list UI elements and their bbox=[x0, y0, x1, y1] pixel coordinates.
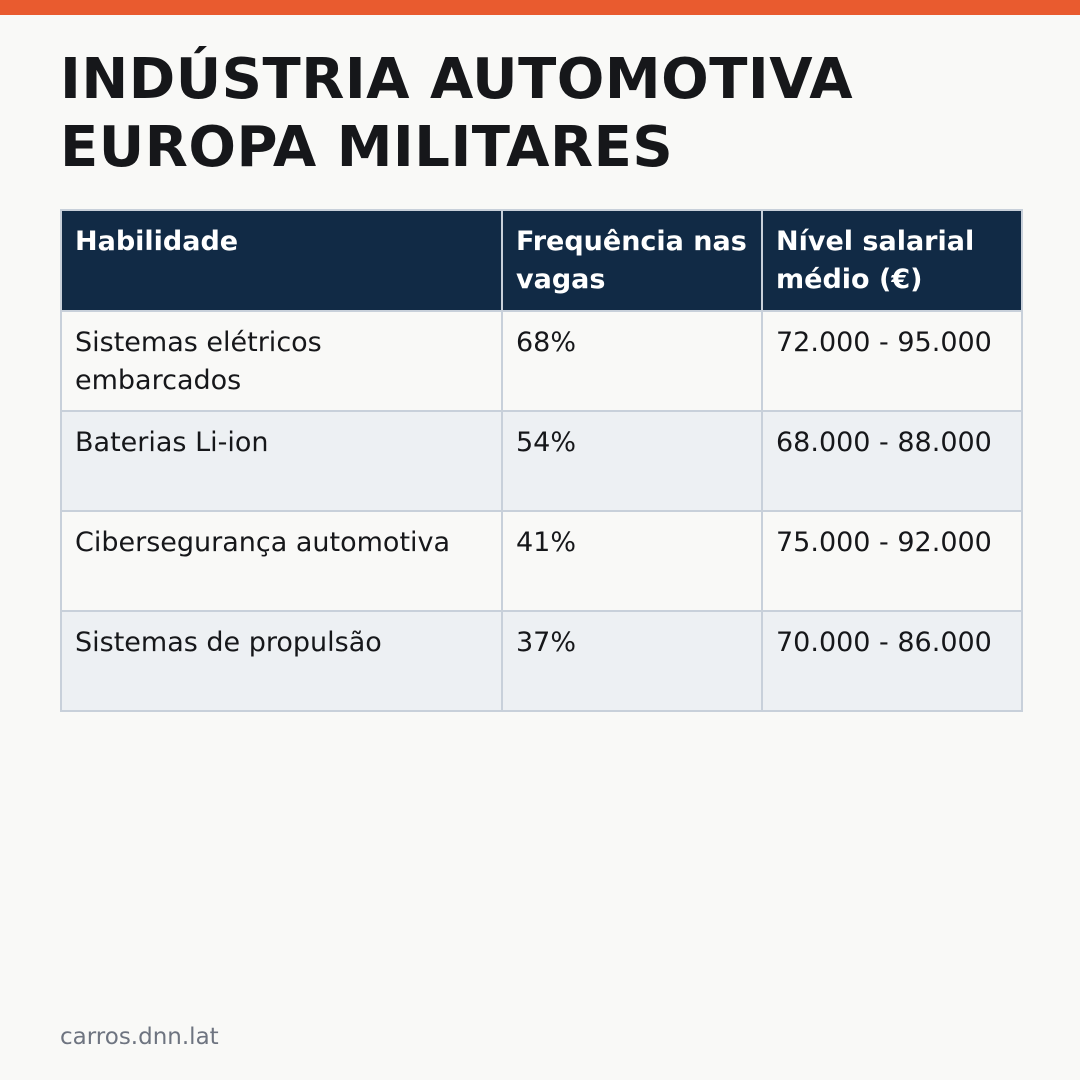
page-title-line-1: INDÚSTRIA AUTOMOTIVA bbox=[60, 47, 854, 112]
salary-cell: 75.000 - 92.000 bbox=[761, 510, 1023, 612]
skill-cell: Cibersegurança automotiva bbox=[60, 510, 503, 612]
column-header-frequency: Frequência nas vagas bbox=[501, 209, 763, 312]
skills-table: Habilidade Frequência nas vagas Nível sa… bbox=[60, 209, 1023, 712]
frequency-cell: 37% bbox=[501, 610, 763, 712]
column-header-salary: Nível salarial médio (€) bbox=[761, 209, 1023, 312]
skill-cell: Baterias Li-ion bbox=[60, 410, 503, 512]
salary-cell: 68.000 - 88.000 bbox=[761, 410, 1023, 512]
page-title: INDÚSTRIA AUTOMOTIVA EUROPA MILITARES bbox=[60, 46, 1020, 182]
table-header-row: Habilidade Frequência nas vagas Nível sa… bbox=[60, 209, 1023, 312]
skill-cell: Sistemas de propulsão bbox=[60, 610, 503, 712]
frequency-cell: 54% bbox=[501, 410, 763, 512]
frequency-cell: 68% bbox=[501, 310, 763, 412]
salary-cell: 72.000 - 95.000 bbox=[761, 310, 1023, 412]
table-row: Sistemas de propulsão 37% 70.000 - 86.00… bbox=[60, 610, 1023, 712]
page-title-line-2: EUROPA MILITARES bbox=[60, 115, 674, 180]
table-body: Sistemas elétricos embarcados 68% 72.000… bbox=[60, 310, 1023, 712]
table-header: Habilidade Frequência nas vagas Nível sa… bbox=[60, 209, 1023, 312]
table-row: Cibersegurança automotiva 41% 75.000 - 9… bbox=[60, 510, 1023, 612]
table-row: Baterias Li-ion 54% 68.000 - 88.000 bbox=[60, 410, 1023, 512]
source-footer: carros.dnn.lat bbox=[60, 1024, 219, 1050]
table-row: Sistemas elétricos embarcados 68% 72.000… bbox=[60, 310, 1023, 412]
skill-cell: Sistemas elétricos embarcados bbox=[60, 310, 503, 412]
salary-cell: 70.000 - 86.000 bbox=[761, 610, 1023, 712]
column-header-skill: Habilidade bbox=[60, 209, 503, 312]
top-accent-bar bbox=[0, 0, 1080, 15]
frequency-cell: 41% bbox=[501, 510, 763, 612]
